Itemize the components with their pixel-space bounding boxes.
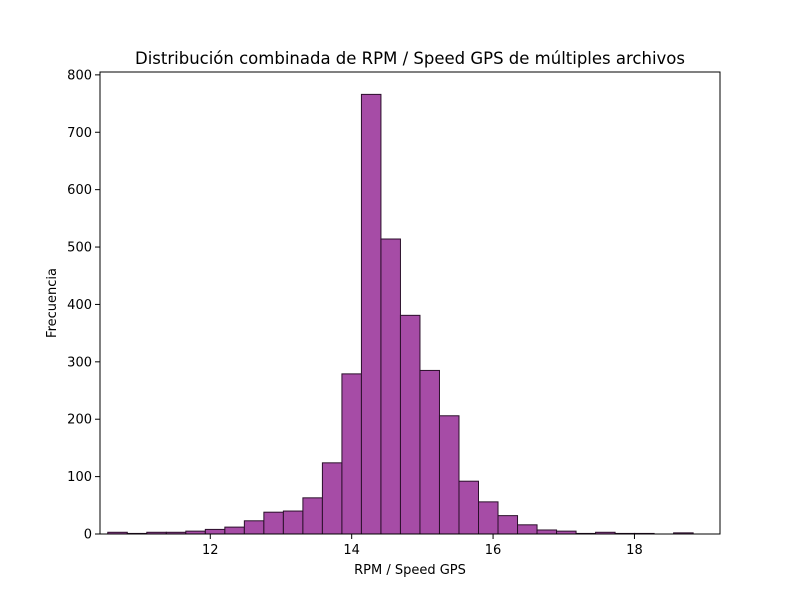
histogram-bar bbox=[263, 511, 284, 535]
x-ticks-group: 12 14 16 18 bbox=[202, 534, 643, 558]
histogram-bar bbox=[478, 501, 499, 535]
histogram-bar bbox=[517, 524, 538, 535]
histogram-bar bbox=[321, 462, 343, 535]
histogram-bar bbox=[360, 93, 382, 535]
histogram-bar bbox=[224, 526, 245, 535]
histogram-bar bbox=[497, 515, 519, 535]
x-tick-label: 12 bbox=[202, 543, 219, 558]
bars-group bbox=[107, 93, 694, 535]
histogram-bar bbox=[341, 373, 362, 535]
x-axis-label: RPM / Speed GPS bbox=[354, 563, 466, 578]
plot-frame bbox=[99, 71, 721, 535]
x-tick-label: 18 bbox=[626, 543, 643, 558]
x-tick-label: 14 bbox=[343, 543, 360, 558]
y-tick-label: 0 bbox=[84, 528, 92, 543]
x-tick-label: 16 bbox=[485, 543, 502, 558]
y-tick-label: 200 bbox=[67, 413, 92, 428]
y-tick-label: 800 bbox=[67, 68, 92, 83]
y-tick-label: 600 bbox=[67, 183, 92, 198]
y-tick-label: 100 bbox=[67, 470, 92, 485]
y-tick-label: 400 bbox=[67, 298, 92, 313]
histogram-bar bbox=[302, 497, 323, 535]
histogram-bar bbox=[282, 510, 304, 535]
y-tick-label: 300 bbox=[67, 355, 92, 370]
y-axis-label: Frecuencia bbox=[45, 268, 60, 338]
histogram-bar bbox=[399, 314, 421, 535]
histogram-bar bbox=[243, 520, 265, 535]
y-tick-label: 500 bbox=[67, 241, 92, 256]
histogram-bar bbox=[204, 528, 226, 535]
histogram-bar bbox=[419, 369, 440, 535]
chart-title: Distribución combinada de RPM / Speed GP… bbox=[135, 49, 685, 68]
y-tick-label: 700 bbox=[67, 126, 92, 141]
histogram-bar bbox=[536, 529, 558, 535]
histogram-bar bbox=[438, 415, 460, 535]
histogram-bar bbox=[458, 480, 480, 535]
histogram-bar bbox=[380, 238, 401, 535]
y-ticks-group: 0 100 200 300 400 500 600 700 800 bbox=[67, 68, 100, 543]
